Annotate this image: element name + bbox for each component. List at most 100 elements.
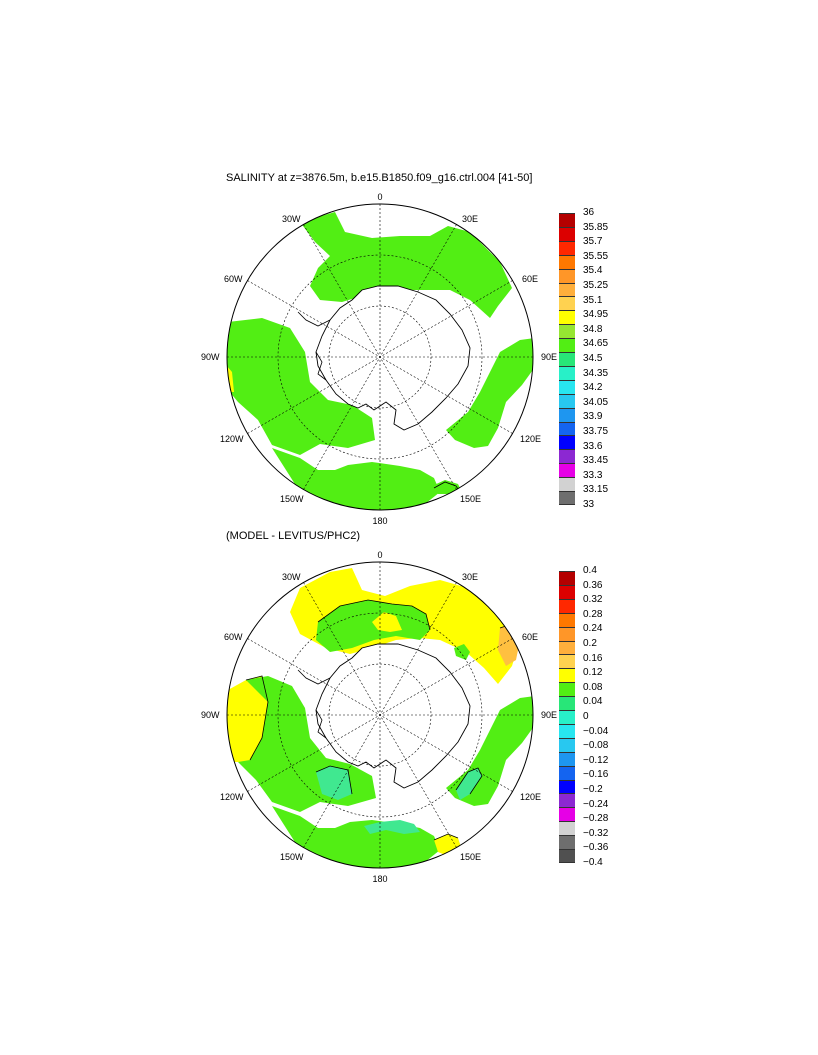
top-polar-map: 0 30E 60E 90E 120E 150E 180 150W 120W 90… <box>201 192 557 526</box>
top-label-30e: 30E <box>462 214 478 224</box>
colorbar-label: 35.55 <box>583 250 609 262</box>
bottom-label-30e: 30E <box>462 572 478 582</box>
colorbar-label: 0.24 <box>583 623 603 635</box>
colorbar-label: 33.9 <box>583 411 603 423</box>
top-label-120w: 120W <box>220 434 244 444</box>
colorbar-label: −0.4 <box>583 857 603 868</box>
colorbar-swatch <box>559 668 575 683</box>
colorbar-swatch <box>559 765 575 780</box>
colorbar-swatch <box>559 477 575 492</box>
colorbar-swatch <box>559 463 575 478</box>
colorbar-label: 34.05 <box>583 396 609 408</box>
colorbar-swatch <box>559 254 575 269</box>
colorbar-label: −0.16 <box>583 769 609 781</box>
top-field-west <box>227 318 375 455</box>
colorbar-label: 0.08 <box>583 681 603 693</box>
colorbar-swatch <box>559 612 575 627</box>
bottom-label-0: 0 <box>377 550 382 560</box>
top-label-180: 180 <box>372 516 387 526</box>
colorbar-label: 34.8 <box>583 323 603 335</box>
colorbar-swatch <box>559 751 575 766</box>
bottom-colorbar: 0.4 0.36 0.32 0.28 0.24 0.2 0.16 0.12 0.08 0.04 0 −… <box>559 565 619 868</box>
bottom-field-yellow-inlet <box>372 612 402 632</box>
colorbar-label: 33.6 <box>583 440 603 452</box>
top-panel-title: SALINITY at z=3876.5m, b.e15.B1850.f09_g… <box>226 172 533 184</box>
colorbar-swatch <box>559 352 575 366</box>
colorbar-label: 34.65 <box>583 338 609 350</box>
colorbar-swatch <box>559 696 575 711</box>
colorbar-swatch <box>559 435 575 450</box>
colorbar-label: −0.12 <box>583 754 609 766</box>
top-label-0: 0 <box>377 192 382 202</box>
bottom-antarctica <box>315 643 471 789</box>
colorbar-swatch <box>559 584 575 599</box>
colorbar-label: 33 <box>583 499 595 510</box>
colorbar-swatch <box>559 835 575 850</box>
colorbar-label: 35.85 <box>583 221 609 233</box>
bottom-field-teal-southwest <box>316 766 352 800</box>
bottom-polar-map: 0 30E 60E 90E 120E 150E 180 150W 120W 90… <box>201 550 557 884</box>
top-antarctica <box>315 285 471 431</box>
bottom-field-green-blob <box>454 644 470 660</box>
colorbar-swatch <box>559 338 575 353</box>
colorbar-swatch <box>559 421 575 436</box>
colorbar-swatch <box>559 779 575 794</box>
colorbar-swatch <box>559 324 575 339</box>
top-label-120e: 120E <box>520 434 541 444</box>
colorbar-swatch <box>559 793 575 808</box>
colorbar-label: −0.04 <box>583 725 609 737</box>
top-field-north <box>300 212 512 318</box>
bottom-label-150e: 150E <box>460 852 481 862</box>
colorbar-label: 0.32 <box>583 594 603 606</box>
colorbar-swatch <box>559 654 575 669</box>
colorbar-label: 0.4 <box>583 565 597 576</box>
bottom-label-120w: 120W <box>220 792 244 802</box>
bottom-label-180: 180 <box>372 874 387 884</box>
colorbar-swatch <box>559 365 575 380</box>
bottom-graticule <box>227 562 533 868</box>
colorbar-swatch <box>559 571 575 585</box>
colorbar-swatch <box>559 723 575 738</box>
colorbar-label: 0.2 <box>583 638 597 649</box>
colorbar-swatch <box>559 240 575 255</box>
colorbar-swatch <box>559 379 575 394</box>
colorbar-label: 36 <box>583 207 595 218</box>
colorbar-swatch <box>559 213 575 227</box>
bottom-label-60e: 60E <box>522 632 538 642</box>
bottom-label-30w: 30W <box>282 572 301 582</box>
colorbar-swatch <box>559 710 575 724</box>
colorbar-label: 0.16 <box>583 652 603 664</box>
colorbar-label: 0.36 <box>583 579 603 591</box>
colorbar-swatch <box>559 310 575 325</box>
colorbar-swatch <box>559 807 575 822</box>
colorbar-swatch <box>559 640 575 655</box>
colorbar-swatch <box>559 626 575 641</box>
colorbar-swatch <box>559 393 575 408</box>
colorbar-label: −0.24 <box>583 798 609 810</box>
colorbar-label: 33.3 <box>583 469 603 481</box>
colorbar-swatch <box>559 407 575 422</box>
colorbar-label: 33.75 <box>583 426 609 437</box>
bottom-label-120e: 120E <box>520 792 541 802</box>
colorbar-label: 35.4 <box>583 265 603 277</box>
colorbar-swatch <box>559 849 575 863</box>
colorbar-label: 0.12 <box>583 667 603 679</box>
top-label-60e: 60E <box>522 274 538 284</box>
colorbar-label: −0.2 <box>583 784 603 795</box>
top-label-150e: 150E <box>460 494 481 504</box>
colorbar-label: 33.15 <box>583 484 609 496</box>
bottom-panel-title: (MODEL - LEVITUS/PHC2) <box>226 530 361 542</box>
colorbar-label: 34.95 <box>583 309 609 321</box>
colorbar-label: 0 <box>583 711 589 722</box>
colorbar-label: 34.2 <box>583 382 603 394</box>
colorbar-label: 35.7 <box>583 236 603 248</box>
top-label-90w: 90W <box>201 352 220 362</box>
top-graticule <box>227 204 533 510</box>
colorbar-label: 34.5 <box>583 353 603 364</box>
colorbar-swatch <box>559 737 575 752</box>
top-label-60w: 60W <box>224 274 243 284</box>
colorbar-label: 33.45 <box>583 455 609 467</box>
bottom-field-teal-east <box>456 768 482 800</box>
colorbar-swatch <box>559 282 575 297</box>
